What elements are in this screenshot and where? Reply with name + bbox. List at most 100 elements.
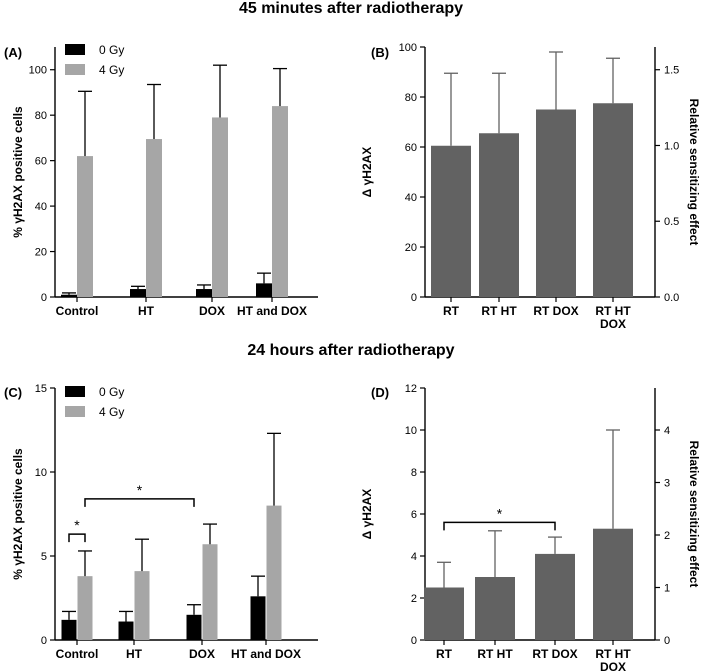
panel-d-category-label: RT <box>436 647 453 661</box>
panel-d-category-label: RT DOX <box>532 647 577 661</box>
legend-swatch-0gy <box>65 386 85 397</box>
panel-c-bar-4gy <box>266 505 282 640</box>
panel-c-significance-star: * <box>137 482 143 498</box>
panel-b-ytick-label: 100 <box>399 42 417 54</box>
panel-b-bar <box>479 133 519 297</box>
panel-b-category-label: RT HT <box>595 304 631 318</box>
panel-label-d: (D) <box>371 385 389 400</box>
panel-d-ytick-label: 12 <box>405 383 417 395</box>
panel-b-category-label: RT <box>443 304 460 318</box>
panel-b-y2label: Relative sensitizing effect <box>687 99 701 246</box>
panel-c-ytick-label: 5 <box>41 551 47 563</box>
panel-c-significance-bracket <box>68 533 86 543</box>
panel-d-y2label: Relative sensitizing effect <box>687 441 701 588</box>
panel-b-y2tick-label: 1.0 <box>664 140 679 152</box>
panel-a-bar-4gy <box>272 106 288 297</box>
panel-d-ytick-label: 6 <box>411 509 417 521</box>
panel-a-bar-4gy <box>212 117 228 297</box>
panel-d-ytick-label: 2 <box>411 593 417 605</box>
panel-d-y2tick-label: 4 <box>664 425 670 437</box>
panel-d-bar <box>475 577 515 640</box>
panel-b-y2tick-label: 0.0 <box>664 292 679 304</box>
panel-c-bar-4gy <box>202 544 218 640</box>
panel-d-category-label: RT HT <box>595 647 631 661</box>
panel-d-ytick-label: 10 <box>405 425 417 437</box>
panel-b-bar <box>593 103 633 297</box>
panel-a-bar-4gy <box>146 139 162 297</box>
panel-c-category-label: DOX <box>189 647 215 661</box>
panel-d-y2tick-label: 0 <box>664 635 670 647</box>
panel-c-ytick-label: 10 <box>35 467 47 479</box>
panel-d-category-label: RT HT <box>477 647 513 661</box>
panel-c-ylabel: % γH2AX positive cells <box>11 448 25 580</box>
panel-d-ytick-label: 4 <box>411 551 417 563</box>
panel-d-y2tick-label: 1 <box>664 583 670 595</box>
panel-d-bar <box>424 587 464 640</box>
panel-b-ytick-label: 80 <box>405 92 417 104</box>
panel-c-category-label: Control <box>56 647 99 661</box>
legend-label-0gy: 0 Gy <box>99 385 124 399</box>
panel-d-ytick-label: 0 <box>411 635 417 647</box>
panel-a-category-label: HT <box>138 304 155 318</box>
panel-d-ylabel: Δ γH2AX <box>360 489 374 540</box>
panel-c-significance-bracket <box>84 498 195 507</box>
panel-d-bar <box>535 553 575 640</box>
panel-d-ytick-label: 8 <box>411 467 417 479</box>
heading-24-hours: 24 hours after radiotherapy <box>247 342 455 359</box>
panel-a-bar-0gy <box>196 289 212 297</box>
panel-d-bar <box>593 528 633 640</box>
panel-c-category-label: HT and DOX <box>231 647 301 661</box>
panel-b-ytick-label: 20 <box>405 242 417 254</box>
panel-a-ytick-label: 80 <box>35 110 47 122</box>
legend-label-0gy: 0 Gy <box>99 43 124 57</box>
panel-c-significance-star: * <box>74 517 80 533</box>
panel-c-bar-0gy <box>186 614 202 640</box>
legend-swatch-4gy <box>65 406 85 417</box>
panel-a-ylabel: % γH2AX positive cells <box>11 106 25 238</box>
panel-b-bar <box>431 145 471 297</box>
panel-b-category-label: RT DOX <box>533 304 578 318</box>
panel-label-a: (A) <box>4 45 22 60</box>
panel-c-bar-4gy <box>77 576 93 640</box>
panel-a-bar-0gy <box>130 289 146 297</box>
panel-a-ytick-label: 60 <box>35 156 47 168</box>
panel-d-significance-bracket <box>443 521 556 531</box>
panel-c-category-label: HT <box>126 647 143 661</box>
panel-a-category-label: Control <box>56 304 99 318</box>
panel-a-bar-4gy <box>77 156 93 297</box>
panel-a-ytick-label: 0 <box>41 292 47 304</box>
panel-a-ytick-label: 20 <box>35 247 47 259</box>
heading-45-min: 45 minutes after radiotherapy <box>238 0 464 17</box>
panel-a-bar-0gy <box>61 294 77 297</box>
panel-d-y2tick-label: 3 <box>664 478 670 490</box>
panel-b-y2tick-label: 1.5 <box>664 65 679 77</box>
panel-b-ytick-label: 60 <box>405 142 417 154</box>
panel-a-bar-0gy <box>256 283 272 297</box>
panel-d-category-label: DOX <box>600 660 626 672</box>
panel-b-category-label: DOX <box>600 317 626 331</box>
panel-d-significance-star: * <box>497 505 503 521</box>
legend-label-4gy: 4 Gy <box>99 405 124 419</box>
legend-swatch-4gy <box>65 64 85 75</box>
panel-d-y2tick-label: 2 <box>664 530 670 542</box>
panel-b-bar <box>536 109 576 297</box>
panel-b-ylabel: Δ γH2AX <box>360 147 374 198</box>
panel-c-ytick-label: 15 <box>35 383 47 395</box>
panel-c-bar-0gy <box>61 619 77 640</box>
panel-a-category-label: DOX <box>199 304 225 318</box>
panel-c-ytick-label: 0 <box>41 635 47 647</box>
legend-label-4gy: 4 Gy <box>99 63 124 77</box>
legend-swatch-0gy <box>65 44 85 55</box>
panel-c-bar-4gy <box>134 571 150 640</box>
panel-b-ytick-label: 40 <box>405 192 417 204</box>
panel-b-ytick-label: 0 <box>411 292 417 304</box>
panel-c-bar-0gy <box>118 621 134 640</box>
panel-a-category-label: HT and DOX <box>237 304 307 318</box>
panel-a-ytick-label: 40 <box>35 201 47 213</box>
panel-label-b: (B) <box>371 45 389 60</box>
panel-b-category-label: RT HT <box>481 304 517 318</box>
panel-c-bar-0gy <box>250 596 266 640</box>
panel-b-y2tick-label: 0.5 <box>664 216 679 228</box>
panel-a-ytick-label: 100 <box>29 65 47 77</box>
